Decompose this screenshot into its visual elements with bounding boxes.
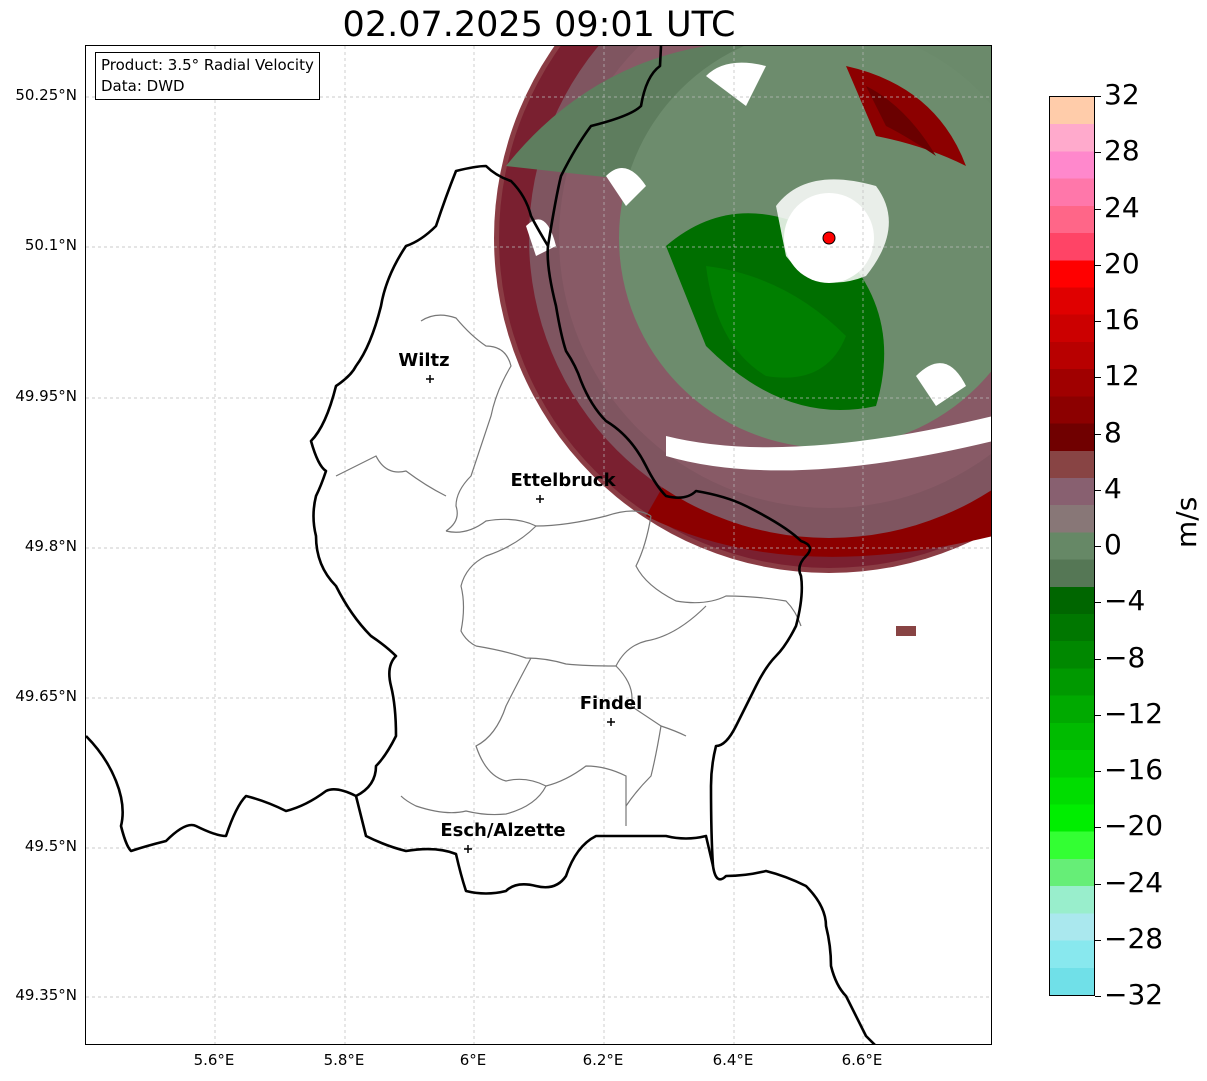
lon-tick-label: 5.8°E	[323, 1051, 365, 1069]
city-label-ettelbruck: Ettelbruck	[510, 470, 616, 491]
colorbar-tick-mark	[1095, 996, 1101, 997]
colorbar-tick-mark	[1095, 771, 1101, 772]
lat-tick-label: 50.25°N	[15, 86, 77, 104]
lon-tick-label: 6.6°E	[841, 1051, 883, 1069]
colorbar-tick-label: −16	[1104, 753, 1164, 786]
city-markers	[426, 375, 615, 853]
colorbar-tick-mark	[1095, 433, 1101, 435]
map-panel[interactable]	[85, 45, 992, 1045]
colorbar-tick-mark	[1095, 489, 1101, 491]
city-label-esch: Esch/Alzette	[440, 820, 566, 841]
colorbar-tick-label: 0	[1104, 528, 1122, 561]
lon-tick-label: 6°E	[459, 1051, 487, 1069]
colorbar-tick-label: 20	[1104, 246, 1140, 280]
colorbar-tick-label: −8	[1104, 640, 1146, 674]
colorbar-tick-label: 12	[1104, 359, 1140, 393]
product-info-box: Product: 3.5° Radial Velocity Data: DWD	[95, 52, 320, 100]
colorbar-tick-mark	[1095, 377, 1101, 379]
colorbar-tick-label: 8	[1104, 415, 1122, 449]
colorbar-tick-mark	[1095, 939, 1101, 941]
colorbar-tick-mark	[1095, 264, 1101, 266]
lon-tick-label: 6.4°E	[712, 1051, 754, 1069]
radar-site-marker[interactable]	[822, 231, 836, 245]
colorbar-tick-label: 32	[1104, 78, 1140, 111]
colorbar-tick-mark	[1095, 321, 1101, 322]
colorbar-tick-label: −28	[1104, 921, 1164, 955]
lat-tick-label: 49.65°N	[15, 687, 77, 705]
colorbar-unit-label: m/s	[1170, 496, 1203, 548]
colorbar-tick-label: −24	[1104, 865, 1164, 899]
colorbar-tick-label: 28	[1104, 134, 1140, 168]
canton-boundaries	[335, 314, 802, 826]
lon-tick-label: 5.6°E	[193, 1051, 235, 1069]
radar-map-svg	[86, 46, 991, 1044]
lat-tick-label: 49.35°N	[15, 986, 77, 1004]
lat-tick-label: 50.1°N	[24, 236, 77, 254]
colorbar-tick-label: −4	[1104, 584, 1146, 618]
lat-tick-label: 49.95°N	[15, 387, 77, 405]
colorbar-tick-label: −20	[1104, 809, 1164, 843]
lon-tick-label: 6.2°E	[582, 1051, 624, 1069]
radar-velocity-field	[494, 46, 991, 636]
city-marker-esch	[464, 845, 472, 853]
colorbar-tick-mark	[1095, 208, 1101, 210]
colorbar-tick-label: −12	[1104, 696, 1164, 730]
colorbar-tick-mark	[1095, 714, 1101, 716]
colorbar-tick-label: 4	[1104, 471, 1122, 505]
colorbar-tick-mark	[1095, 658, 1101, 660]
colorbar-tick-mark	[1095, 827, 1101, 829]
map-title: 02.07.2025 09:01 UTC	[342, 5, 736, 45]
city-label-wiltz: Wiltz	[398, 350, 450, 371]
lat-tick-label: 49.5°N	[24, 837, 77, 855]
data-source-label: Data: DWD	[101, 77, 185, 95]
velocity-colorbar	[1049, 96, 1095, 996]
colorbar-tick-label: 16	[1104, 303, 1140, 336]
colorbar-tick-mark	[1095, 602, 1101, 604]
colorbar-tick-mark	[1095, 96, 1101, 97]
city-marker-findel	[607, 718, 615, 726]
city-label-findel: Findel	[579, 693, 643, 714]
city-marker-wiltz	[426, 375, 434, 383]
colorbar-tick-mark	[1095, 152, 1101, 154]
colorbar-tick-mark	[1095, 546, 1101, 547]
lat-tick-label: 49.8°N	[24, 537, 77, 555]
product-label: Product: 3.5° Radial Velocity	[101, 56, 314, 74]
colorbar-tick-label: 24	[1104, 190, 1140, 224]
city-marker-ettelbruck	[536, 495, 544, 503]
colorbar-tick-mark	[1095, 883, 1101, 885]
country-border	[86, 46, 876, 1044]
colorbar-tick-label: −32	[1104, 978, 1164, 1011]
